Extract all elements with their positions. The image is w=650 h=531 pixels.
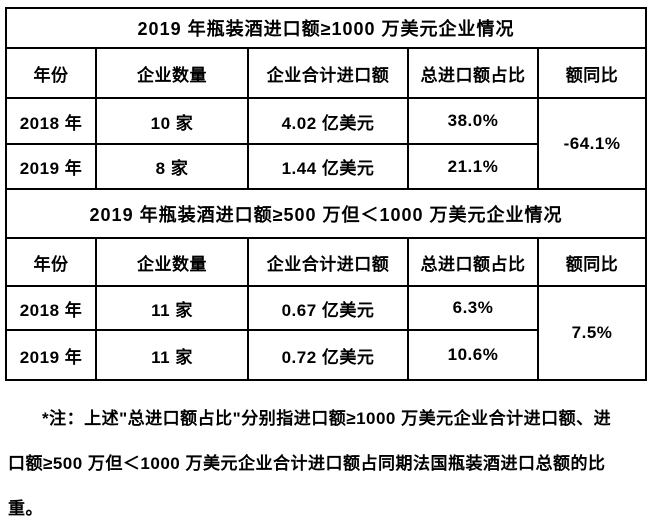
table-row: 2018 年 10 家 4.02 亿美元 38.0% -64.1% bbox=[5, 97, 648, 190]
table1-row2019-amount: 1.44 亿美元 bbox=[247, 143, 409, 190]
table1-header-amount: 企业合计进口额 bbox=[247, 47, 409, 99]
table1-header-year: 年份 bbox=[5, 47, 97, 99]
table1-row2018-amount: 4.02 亿美元 bbox=[247, 97, 409, 145]
table1-title: 2019 年瓶装酒进口额≥1000 万美元企业情况 bbox=[4, 7, 648, 49]
footnote-line-3: 重。 bbox=[8, 499, 43, 518]
table1-row2019-count: 8 家 bbox=[95, 143, 249, 190]
table1-header-count: 企业数量 bbox=[95, 47, 249, 99]
table2-header-count: 企业数量 bbox=[95, 237, 249, 287]
table1-row2018-share: 38.0% bbox=[407, 97, 539, 145]
table2-row2019-share: 10.6% bbox=[407, 329, 539, 381]
table2-title: 2019 年瓶装酒进口额≥500 万但＜1000 万美元企业情况 bbox=[4, 188, 648, 239]
table1-row2018-year: 2018 年 bbox=[5, 97, 97, 145]
table2-row2018-amount: 0.67 亿美元 bbox=[247, 285, 409, 331]
page: 2019 年瓶装酒进口额≥1000 万美元企业情况 年份 企业数量 企业合计进口… bbox=[4, 7, 648, 518]
table2-row2019-amount: 0.72 亿美元 bbox=[247, 329, 409, 381]
table2-yoy-value: 7.5% bbox=[536, 285, 648, 381]
table2-header-share: 总进口额占比 bbox=[407, 237, 539, 287]
table2-header-year: 年份 bbox=[5, 237, 97, 287]
table2-row2018-year: 2018 年 bbox=[5, 285, 97, 331]
table1-row2019-year: 2019 年 bbox=[5, 143, 97, 190]
table2-row2019-year: 2019 年 bbox=[5, 329, 97, 381]
footnote-line-1: *注：上述"总进口额占比"分别指进口额≥1000 万美元企业合计进口额、进 bbox=[42, 409, 612, 428]
table1-header-share: 总进口额占比 bbox=[407, 47, 539, 99]
table1-row2019-share: 21.1% bbox=[407, 143, 539, 190]
table1-yoy-value: -64.1% bbox=[536, 97, 648, 190]
table2-row2018-share: 6.3% bbox=[407, 285, 539, 331]
table2-header-yoy: 额同比 bbox=[536, 237, 648, 287]
wine-import-table: 2019 年瓶装酒进口额≥1000 万美元企业情况 年份 企业数量 企业合计进口… bbox=[4, 7, 648, 381]
table1-row2018-count: 10 家 bbox=[95, 97, 249, 145]
footnote-line-2: 口额≥500 万但＜1000 万美元企业合计进口额占同期法国瓶装酒进口总额的比 bbox=[8, 454, 606, 473]
table-row: 2018 年 11 家 0.67 亿美元 6.3% 7.5% bbox=[5, 285, 648, 381]
table1-header-yoy: 额同比 bbox=[536, 47, 648, 99]
table2-header-amount: 企业合计进口额 bbox=[247, 237, 409, 287]
table-row: 2019 年 8 家 1.44 亿美元 21.1% bbox=[5, 143, 646, 190]
table2-row2019-count: 11 家 bbox=[95, 329, 249, 381]
table2-row2018-count: 11 家 bbox=[95, 285, 249, 331]
footnote: *注：上述"总进口额占比"分别指进口额≥1000 万美元企业合计进口额、进 口额… bbox=[8, 396, 645, 531]
table-row: 2019 年 11 家 0.72 亿美元 10.6% bbox=[5, 329, 646, 381]
